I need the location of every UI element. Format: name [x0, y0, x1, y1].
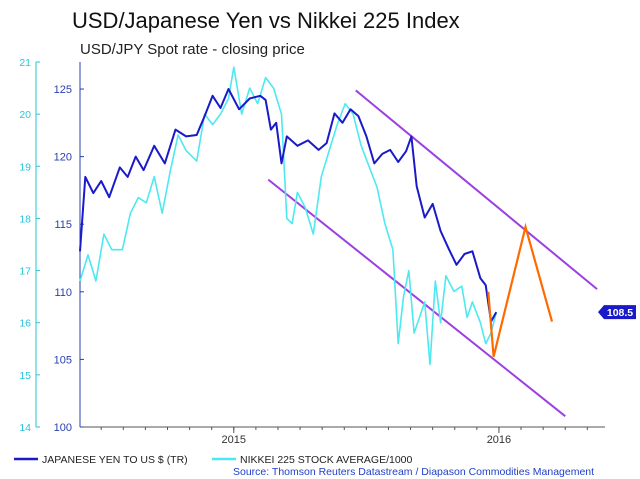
left-tick-label: 19 — [19, 161, 31, 173]
right-tick-label: 100 — [54, 422, 72, 434]
channel-lower-line — [267, 178, 566, 417]
chart-title: USD/Japanese Yen vs Nikkei 225 Index — [72, 8, 460, 33]
last-value-label: 108.5 — [607, 307, 633, 319]
trend-channel — [267, 89, 598, 417]
legend-label-usdjpy: JAPANESE YEN TO US $ (TR) — [42, 454, 188, 466]
left-tick-label: 18 — [19, 213, 31, 225]
legend-label-nikkei: NIKKEI 225 STOCK AVERAGE/1000 — [240, 454, 413, 466]
x-tick-label: 2016 — [487, 434, 511, 446]
left-tick-label: 16 — [19, 318, 31, 330]
x-tick-label: 2015 — [222, 434, 246, 446]
left-tick-label: 17 — [19, 266, 31, 278]
projection-line — [487, 222, 554, 357]
series-nikkei-line — [79, 66, 498, 366]
last-value-badge: 108.5 — [598, 305, 636, 320]
last-value-tag — [598, 305, 636, 320]
left-tick-label: 21 — [19, 57, 31, 69]
left-tick-label: 14 — [19, 422, 31, 434]
channel-upper-line — [355, 89, 598, 290]
axes: 14 15 16 17 18 19 20 21 100 105 110 115 120 125 2015 20… — [19, 57, 605, 446]
right-tick-label: 115 — [54, 219, 72, 231]
source-note: Source: Thomson Reuters Datastream / Dia… — [233, 466, 594, 478]
right-tick-label: 120 — [54, 152, 72, 164]
right-tick-label: 110 — [54, 287, 72, 299]
chart-subtitle: USD/JPY Spot rate - closing price — [80, 41, 305, 58]
left-tick-label: 20 — [19, 109, 31, 121]
right-tick-label: 105 — [54, 354, 72, 366]
right-tick-label: 125 — [54, 84, 72, 96]
series-lines — [79, 66, 554, 366]
left-tick-label: 15 — [19, 370, 31, 382]
series-usdjpy-line — [79, 88, 498, 323]
